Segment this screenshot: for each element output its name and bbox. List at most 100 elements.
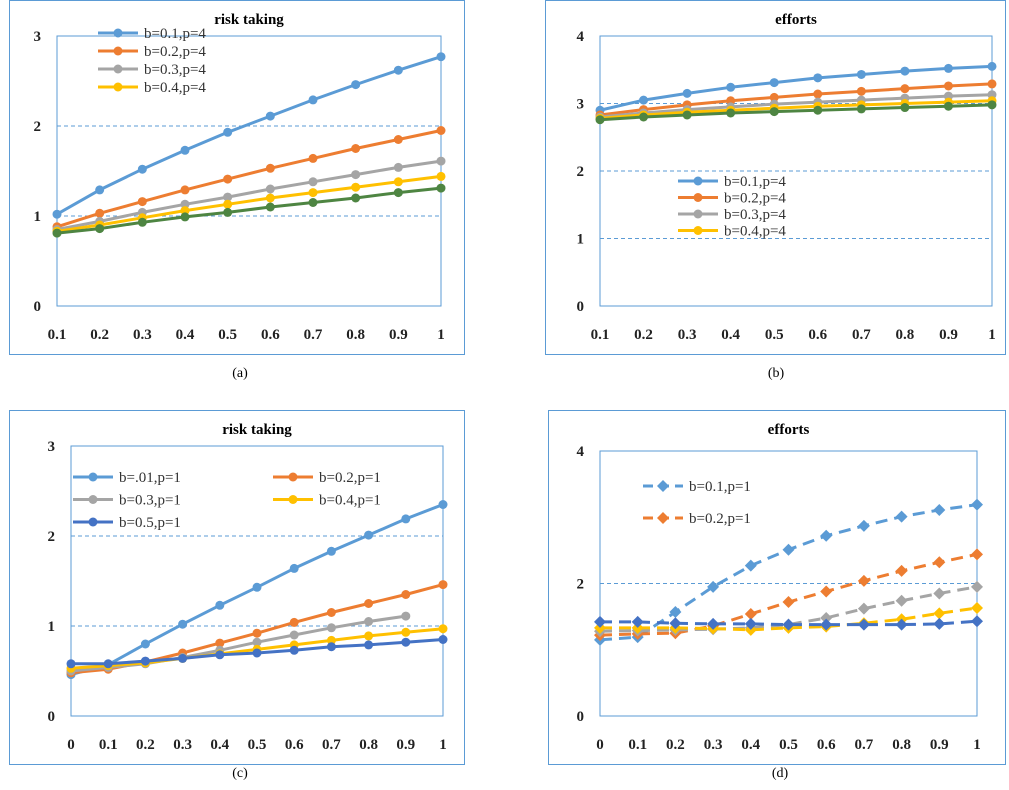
data-point [215, 638, 225, 648]
data-point [215, 600, 225, 610]
data-point [813, 73, 823, 83]
x-tick-label: 0.5 [248, 737, 267, 753]
data-point [180, 206, 190, 216]
data-point [289, 645, 299, 655]
chart-title: efforts [775, 12, 817, 28]
data-point [393, 65, 403, 75]
data-point [971, 580, 983, 593]
legend-label: b=0.3,p=1 [119, 493, 181, 509]
data-point [769, 92, 779, 102]
x-tick-label: 0.7 [322, 737, 341, 753]
x-tick-label: 0 [596, 737, 604, 753]
chart-title: efforts [768, 422, 810, 438]
legend-marker [693, 176, 703, 186]
x-tick-label: 0.5 [765, 327, 784, 343]
plot-area [70, 445, 444, 717]
y-tick-label: 0 [577, 299, 585, 315]
data-point [639, 95, 649, 105]
x-tick-label: 0.1 [99, 737, 118, 753]
data-point [943, 101, 953, 111]
legend-label: b=0.4,p=1 [319, 493, 381, 509]
x-tick-label: 0.2 [666, 737, 685, 753]
data-point [436, 52, 446, 62]
data-point [401, 627, 411, 637]
data-point [103, 659, 113, 669]
data-point [438, 624, 448, 634]
x-tick-label: 0.6 [285, 737, 304, 753]
caption-d: (d) [771, 766, 789, 781]
series-line-3 [56, 174, 442, 233]
chart-svg-a: risk taking 0 1 2 3 0.1 0.2 0.3 0.4 0.5 0.6 0.7 0.8 0… [34, 12, 446, 343]
legend-entry: b=0.2,p=1 [643, 511, 751, 527]
legend-entry: b=0.2,p=1 [273, 470, 381, 486]
data-point [178, 653, 188, 663]
data-point [95, 185, 105, 195]
data-point [252, 637, 262, 647]
legend-label: b=0.2,p=1 [319, 470, 381, 486]
legend-entry: b=0.5,p=1 [73, 515, 181, 531]
series-line-0 [599, 64, 993, 112]
data-point [669, 605, 682, 618]
chart-svg-c: risk taking 0 1 2 3 0 0.1 0.2 0.3 0.4 0.5 0.6 0.7 0.8… [48, 422, 448, 753]
data-point [971, 615, 983, 628]
data-point [943, 63, 953, 73]
x-tick-label: 0.3 [704, 737, 723, 753]
data-point [140, 656, 150, 666]
data-point [308, 198, 318, 207]
x-tick-label: 0.2 [90, 327, 109, 343]
x-tick-label: 0.9 [396, 737, 415, 753]
data-point [66, 659, 76, 669]
x-tick-label: 1 [437, 327, 445, 343]
data-point [631, 615, 644, 628]
data-point [726, 108, 736, 118]
y-tick-label: 2 [34, 119, 42, 135]
x-tick-label: 0.3 [678, 327, 697, 343]
data-point [769, 78, 779, 88]
legend-label: b=0.2,p=4 [144, 44, 206, 60]
x-tick-label: 1 [439, 737, 447, 753]
data-point [895, 510, 908, 523]
data-point [820, 611, 833, 624]
legend-marker [693, 193, 703, 202]
data-point [223, 207, 233, 217]
data-point [265, 202, 275, 212]
x-tick-label: 0.8 [346, 327, 365, 343]
legend-marker [113, 46, 123, 56]
data-point [782, 543, 795, 556]
series-line-3 [599, 99, 993, 120]
data-point [943, 81, 953, 91]
legend-marker [288, 495, 298, 504]
data-point [364, 631, 374, 641]
data-point [933, 556, 946, 569]
data-point [215, 650, 225, 660]
data-point [895, 618, 908, 631]
legend-marker [113, 64, 123, 74]
data-point [933, 617, 946, 630]
x-tick-label: 0.9 [389, 327, 408, 343]
data-point [900, 66, 910, 76]
data-point [393, 135, 403, 144]
data-point [436, 156, 446, 166]
data-point [178, 619, 188, 629]
legend-entry: b=0.2,p=4 [98, 44, 206, 60]
x-tick-label: 0.3 [173, 737, 192, 753]
data-point [351, 80, 361, 90]
data-point [438, 635, 448, 644]
data-point [393, 188, 403, 198]
data-point [265, 163, 275, 173]
caption-b: (b) [767, 366, 785, 381]
chart-title: risk taking [222, 422, 292, 438]
series-line-1 [70, 583, 444, 675]
legend-entry: b=0.4,p=4 [678, 224, 786, 240]
x-tick-label: 0.1 [628, 737, 647, 753]
chart-svg-d: efforts 0 2 4 0 0.1 0.2 0.3 0.4 0.5 0.6 0.7 0.8 0.9 1 b… [577, 422, 983, 753]
legend-entry: b=0.1,p=1 [643, 479, 751, 495]
y-tick-label: 1 [577, 232, 585, 248]
data-point [971, 602, 983, 615]
legend-label: b=0.2,p=1 [689, 511, 751, 527]
data-point [308, 95, 318, 105]
data-point [857, 519, 870, 532]
data-point [744, 607, 757, 620]
y-tick-label: 0 [48, 709, 56, 725]
data-point [180, 185, 190, 195]
